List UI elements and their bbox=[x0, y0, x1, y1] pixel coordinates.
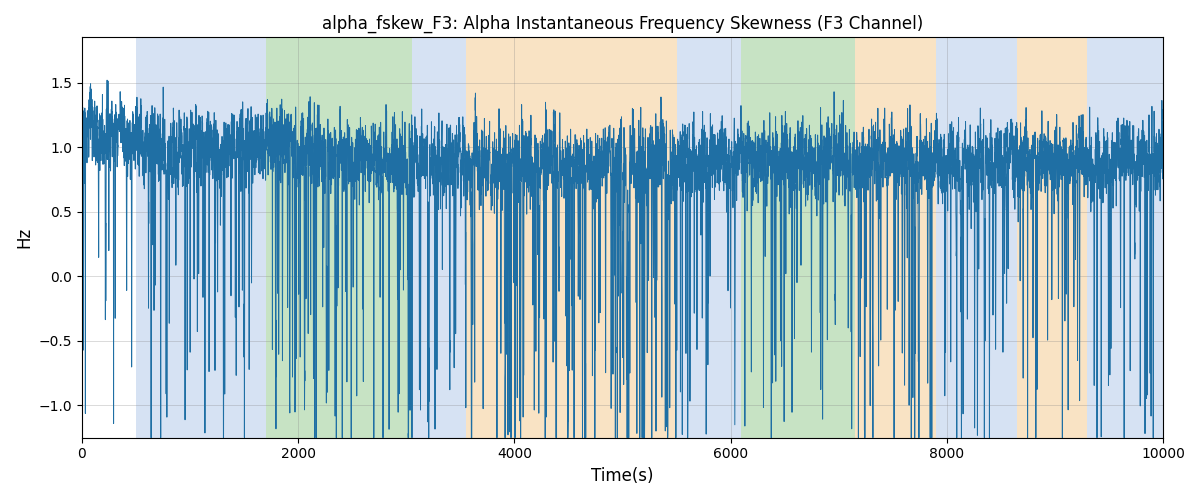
Bar bbox=[466, 38, 677, 438]
Bar bbox=[742, 38, 854, 438]
Y-axis label: Hz: Hz bbox=[14, 227, 32, 248]
Bar bbox=[1018, 38, 1087, 438]
Bar bbox=[265, 38, 412, 438]
Bar bbox=[677, 38, 742, 438]
Bar bbox=[936, 38, 1018, 438]
Bar bbox=[1087, 38, 1163, 438]
X-axis label: Time(s): Time(s) bbox=[592, 467, 654, 485]
Title: alpha_fskew_F3: Alpha Instantaneous Frequency Skewness (F3 Channel): alpha_fskew_F3: Alpha Instantaneous Freq… bbox=[322, 15, 923, 34]
Bar bbox=[412, 38, 466, 438]
Bar bbox=[854, 38, 936, 438]
Bar bbox=[136, 38, 265, 438]
